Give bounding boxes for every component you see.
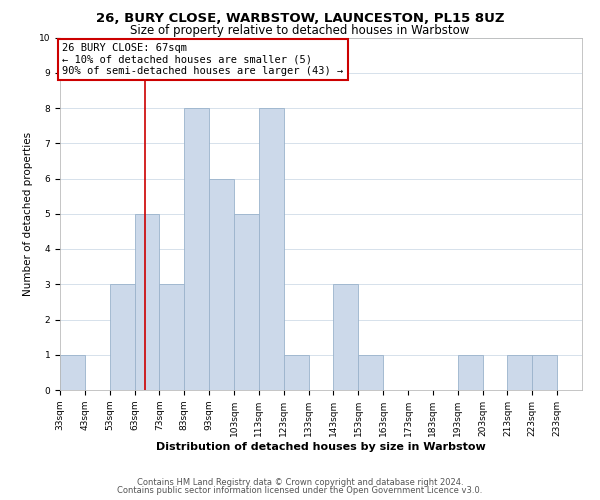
Text: Contains public sector information licensed under the Open Government Licence v3: Contains public sector information licen… (118, 486, 482, 495)
Bar (209, 178, 234, 390)
Text: Contains HM Land Registry data © Crown copyright and database right 2024.: Contains HM Land Registry data © Crown c… (137, 478, 463, 487)
Bar (134, 214, 160, 390)
Text: 26 BURY CLOSE: 67sqm
← 10% of detached houses are smaller (5)
90% of semi-detach: 26 BURY CLOSE: 67sqm ← 10% of detached h… (62, 43, 344, 76)
Bar (160, 284, 184, 390)
X-axis label: Distribution of detached houses by size in Warbstow: Distribution of detached houses by size … (156, 442, 486, 452)
Bar (508, 355, 532, 390)
Bar (60, 355, 85, 390)
Text: 26, BURY CLOSE, WARBSTOW, LAUNCESTON, PL15 8UZ: 26, BURY CLOSE, WARBSTOW, LAUNCESTON, PL… (96, 12, 504, 26)
Bar (358, 355, 383, 390)
Y-axis label: Number of detached properties: Number of detached properties (23, 132, 33, 296)
Bar (184, 108, 209, 390)
Bar (259, 108, 284, 390)
Bar (284, 355, 308, 390)
Text: Size of property relative to detached houses in Warbstow: Size of property relative to detached ho… (130, 24, 470, 37)
Bar (110, 284, 134, 390)
Bar (532, 355, 557, 390)
Bar (458, 355, 482, 390)
Bar (234, 214, 259, 390)
Bar (334, 284, 358, 390)
